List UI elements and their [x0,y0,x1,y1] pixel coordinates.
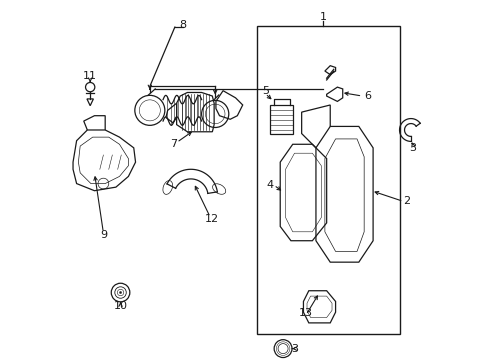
Text: 3: 3 [409,143,416,153]
Text: 10: 10 [113,301,127,311]
Text: 11: 11 [83,71,97,81]
Text: 5: 5 [261,86,268,96]
Text: 2: 2 [403,197,410,206]
Text: 1: 1 [319,13,326,22]
Text: 12: 12 [205,214,219,224]
Text: 8: 8 [179,19,186,30]
Text: 4: 4 [266,180,273,190]
Text: 9: 9 [100,230,107,240]
Text: 7: 7 [170,139,177,149]
Text: 13: 13 [298,308,312,318]
Bar [270,105,293,134]
Bar [257,26,399,334]
Circle shape [119,292,122,294]
Text: 3: 3 [291,343,298,354]
Text: 6: 6 [364,91,370,101]
